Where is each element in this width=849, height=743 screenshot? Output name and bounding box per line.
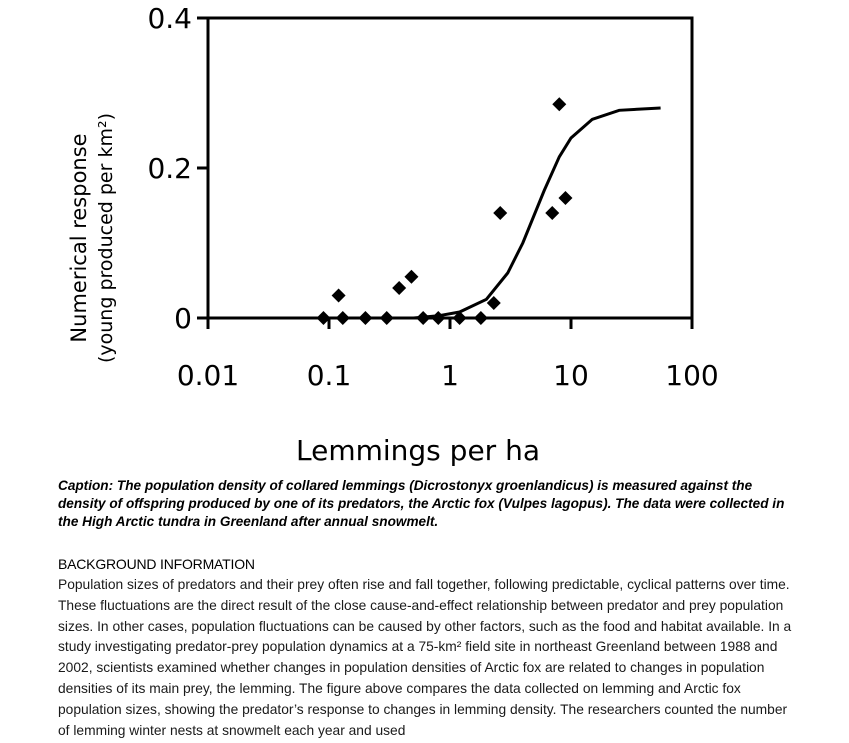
x-tick-label: 0.1 (307, 359, 352, 392)
background-heading: BACKGROUND INFORMATION (58, 556, 255, 572)
x-tick-label: 1 (441, 359, 459, 392)
data-point (558, 191, 573, 205)
data-point (392, 281, 407, 295)
figure-caption: Caption: The population density of colla… (58, 478, 785, 529)
x-tick-label: 10 (553, 359, 589, 392)
data-point (331, 288, 346, 303)
chart-axes (206, 16, 694, 320)
data-point (486, 296, 501, 310)
x-tick-label: 100 (665, 359, 718, 392)
data-point (358, 311, 373, 325)
data-point (431, 311, 446, 325)
data-point (416, 311, 431, 325)
chart-tick-labels: 0.01 0.1 1 10 100 0 0.2 0.4 (147, 2, 718, 392)
data-point (379, 311, 394, 325)
plot-frame (206, 16, 694, 320)
y-tick-label: 0.2 (147, 152, 192, 185)
x-axis-title: Lemmings per ha (296, 434, 540, 467)
data-point (545, 206, 560, 220)
data-point (316, 311, 331, 325)
y-tick-label: 0.4 (147, 2, 192, 35)
y-axis-title-line2: (young produced per km²) (95, 113, 117, 363)
chart: 0.01 0.1 1 10 100 0 0.2 0.4 Lemmings per ha Num… (67, 2, 719, 467)
y-tick-label: 0 (174, 302, 192, 335)
data-point (473, 311, 488, 325)
data-point (493, 206, 508, 220)
data-point (335, 311, 350, 325)
chart-ticks (197, 16, 694, 329)
data-point (552, 97, 567, 112)
data-points (316, 97, 573, 325)
background-text: Population sizes of predators and their … (58, 577, 792, 738)
y-axis-title-line1: Numerical response (67, 133, 91, 342)
data-point (404, 269, 419, 284)
x-tick-label: 0.01 (177, 359, 239, 392)
data-point (452, 311, 467, 325)
